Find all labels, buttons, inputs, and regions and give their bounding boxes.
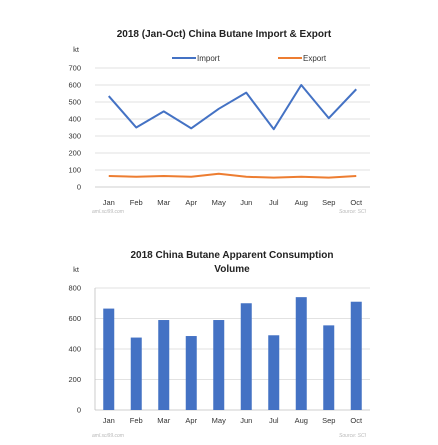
import-export-line-chart: 2018 (Jan-Oct) China Butane Import & Exp… xyxy=(68,29,370,215)
chart2-x-tick-label: Sep xyxy=(322,416,335,425)
chart2-x-tick-label: Jan xyxy=(103,416,115,425)
chart2-source: Source: SCI xyxy=(339,433,367,439)
chart2-title-line2: Volume xyxy=(214,264,250,275)
chart1-x-tick-label: Jun xyxy=(240,198,252,207)
chart2-x-tick-label: May xyxy=(212,416,226,425)
chart1-y-tick-label: 500 xyxy=(68,98,81,107)
chart1-gridlines xyxy=(95,67,370,188)
chart1-series-line-import xyxy=(107,84,357,131)
chart2-bar-aug xyxy=(295,297,307,410)
chart1-x-tick-label: Oct xyxy=(350,198,363,207)
chart2-watermark: aml.sci99.com xyxy=(92,433,124,439)
chart2-x-tick-label: Apr xyxy=(185,416,197,425)
chart1-x-tick-label: Feb xyxy=(130,198,143,207)
chart1-x-tick-label: Jan xyxy=(103,198,115,207)
chart2-x-ticks: Jan Feb Mar Apr May Jun Jul Aug Sep Oct xyxy=(103,416,363,425)
chart1-series-line-export xyxy=(108,172,357,179)
chart2-x-tick-label: Aug xyxy=(295,416,308,425)
chart1-source: Source: SCI xyxy=(339,209,367,215)
chart1-y-tick-label: 100 xyxy=(68,166,81,175)
chart2-bar-jan xyxy=(103,308,115,410)
legend-import-label: Import xyxy=(197,54,220,63)
chart1-y-tick-label: 400 xyxy=(68,115,81,124)
chart2-bars xyxy=(103,297,362,410)
chart1-x-tick-label: Jul xyxy=(269,198,279,207)
chart1-x-tick-label: Apr xyxy=(185,198,197,207)
chart2-x-tick-label: Oct xyxy=(350,416,363,425)
chart1-series xyxy=(107,84,357,179)
chart2-y-tick-label: 600 xyxy=(68,314,81,323)
chart2-bar-jul xyxy=(268,335,280,410)
chart2-bar-oct xyxy=(350,301,362,410)
chart2-y-ticks: 0 200 400 600 800 xyxy=(68,284,81,415)
chart2-x-tick-label: Jun xyxy=(240,416,252,425)
chart2-y-tick-label: 800 xyxy=(68,284,81,293)
chart1-y-ticks: 0 100 200 300 400 500 600 700 xyxy=(68,64,81,192)
chart1-x-tick-label: Aug xyxy=(295,198,308,207)
chart2-y-tick-label: 0 xyxy=(77,406,81,415)
chart1-y-tick-label: 200 xyxy=(68,149,81,158)
chart1-x-tick-label: Sep xyxy=(322,198,335,207)
chart1-x-ticks: Jan Feb Mar Apr May Jun Jul Aug Sep Oct xyxy=(103,198,363,207)
chart1-y-tick-label: 700 xyxy=(68,64,81,73)
chart2-x-tick-label: Jul xyxy=(269,416,279,425)
chart1-watermark: aml.sci99.com xyxy=(92,209,124,215)
chart2-title: 2018 China Butane Apparent Consumption xyxy=(131,250,334,261)
chart2-y-tick-label: 200 xyxy=(68,375,81,384)
chart2-bar-jun xyxy=(240,303,252,410)
chart2-bar-may xyxy=(213,320,225,410)
chart1-legend: Import Export xyxy=(172,54,327,63)
chart1-unit: kt xyxy=(73,45,80,54)
chart2-unit: kt xyxy=(73,265,80,274)
consumption-bar-chart: 2018 China Butane Apparent Consumption V… xyxy=(68,250,370,439)
chart2-bar-feb xyxy=(130,337,142,410)
chart1-y-tick-label: 300 xyxy=(68,132,81,141)
chart2-bar-apr xyxy=(185,336,197,410)
legend-export-label: Export xyxy=(303,54,327,63)
chart2-x-tick-label: Mar xyxy=(157,416,170,425)
chart2-y-tick-label: 400 xyxy=(68,345,81,354)
chart1-title: 2018 (Jan-Oct) China Butane Import & Exp… xyxy=(117,29,332,40)
chart1-y-tick-label: 600 xyxy=(68,81,81,90)
chart1-x-tick-label: May xyxy=(212,198,226,207)
chart1-x-tick-label: Mar xyxy=(157,198,170,207)
chart2-x-tick-label: Feb xyxy=(130,416,143,425)
chart1-y-tick-label: 0 xyxy=(77,183,81,192)
chart2-bar-mar xyxy=(158,320,170,410)
chart2-bar-sep xyxy=(323,325,335,410)
